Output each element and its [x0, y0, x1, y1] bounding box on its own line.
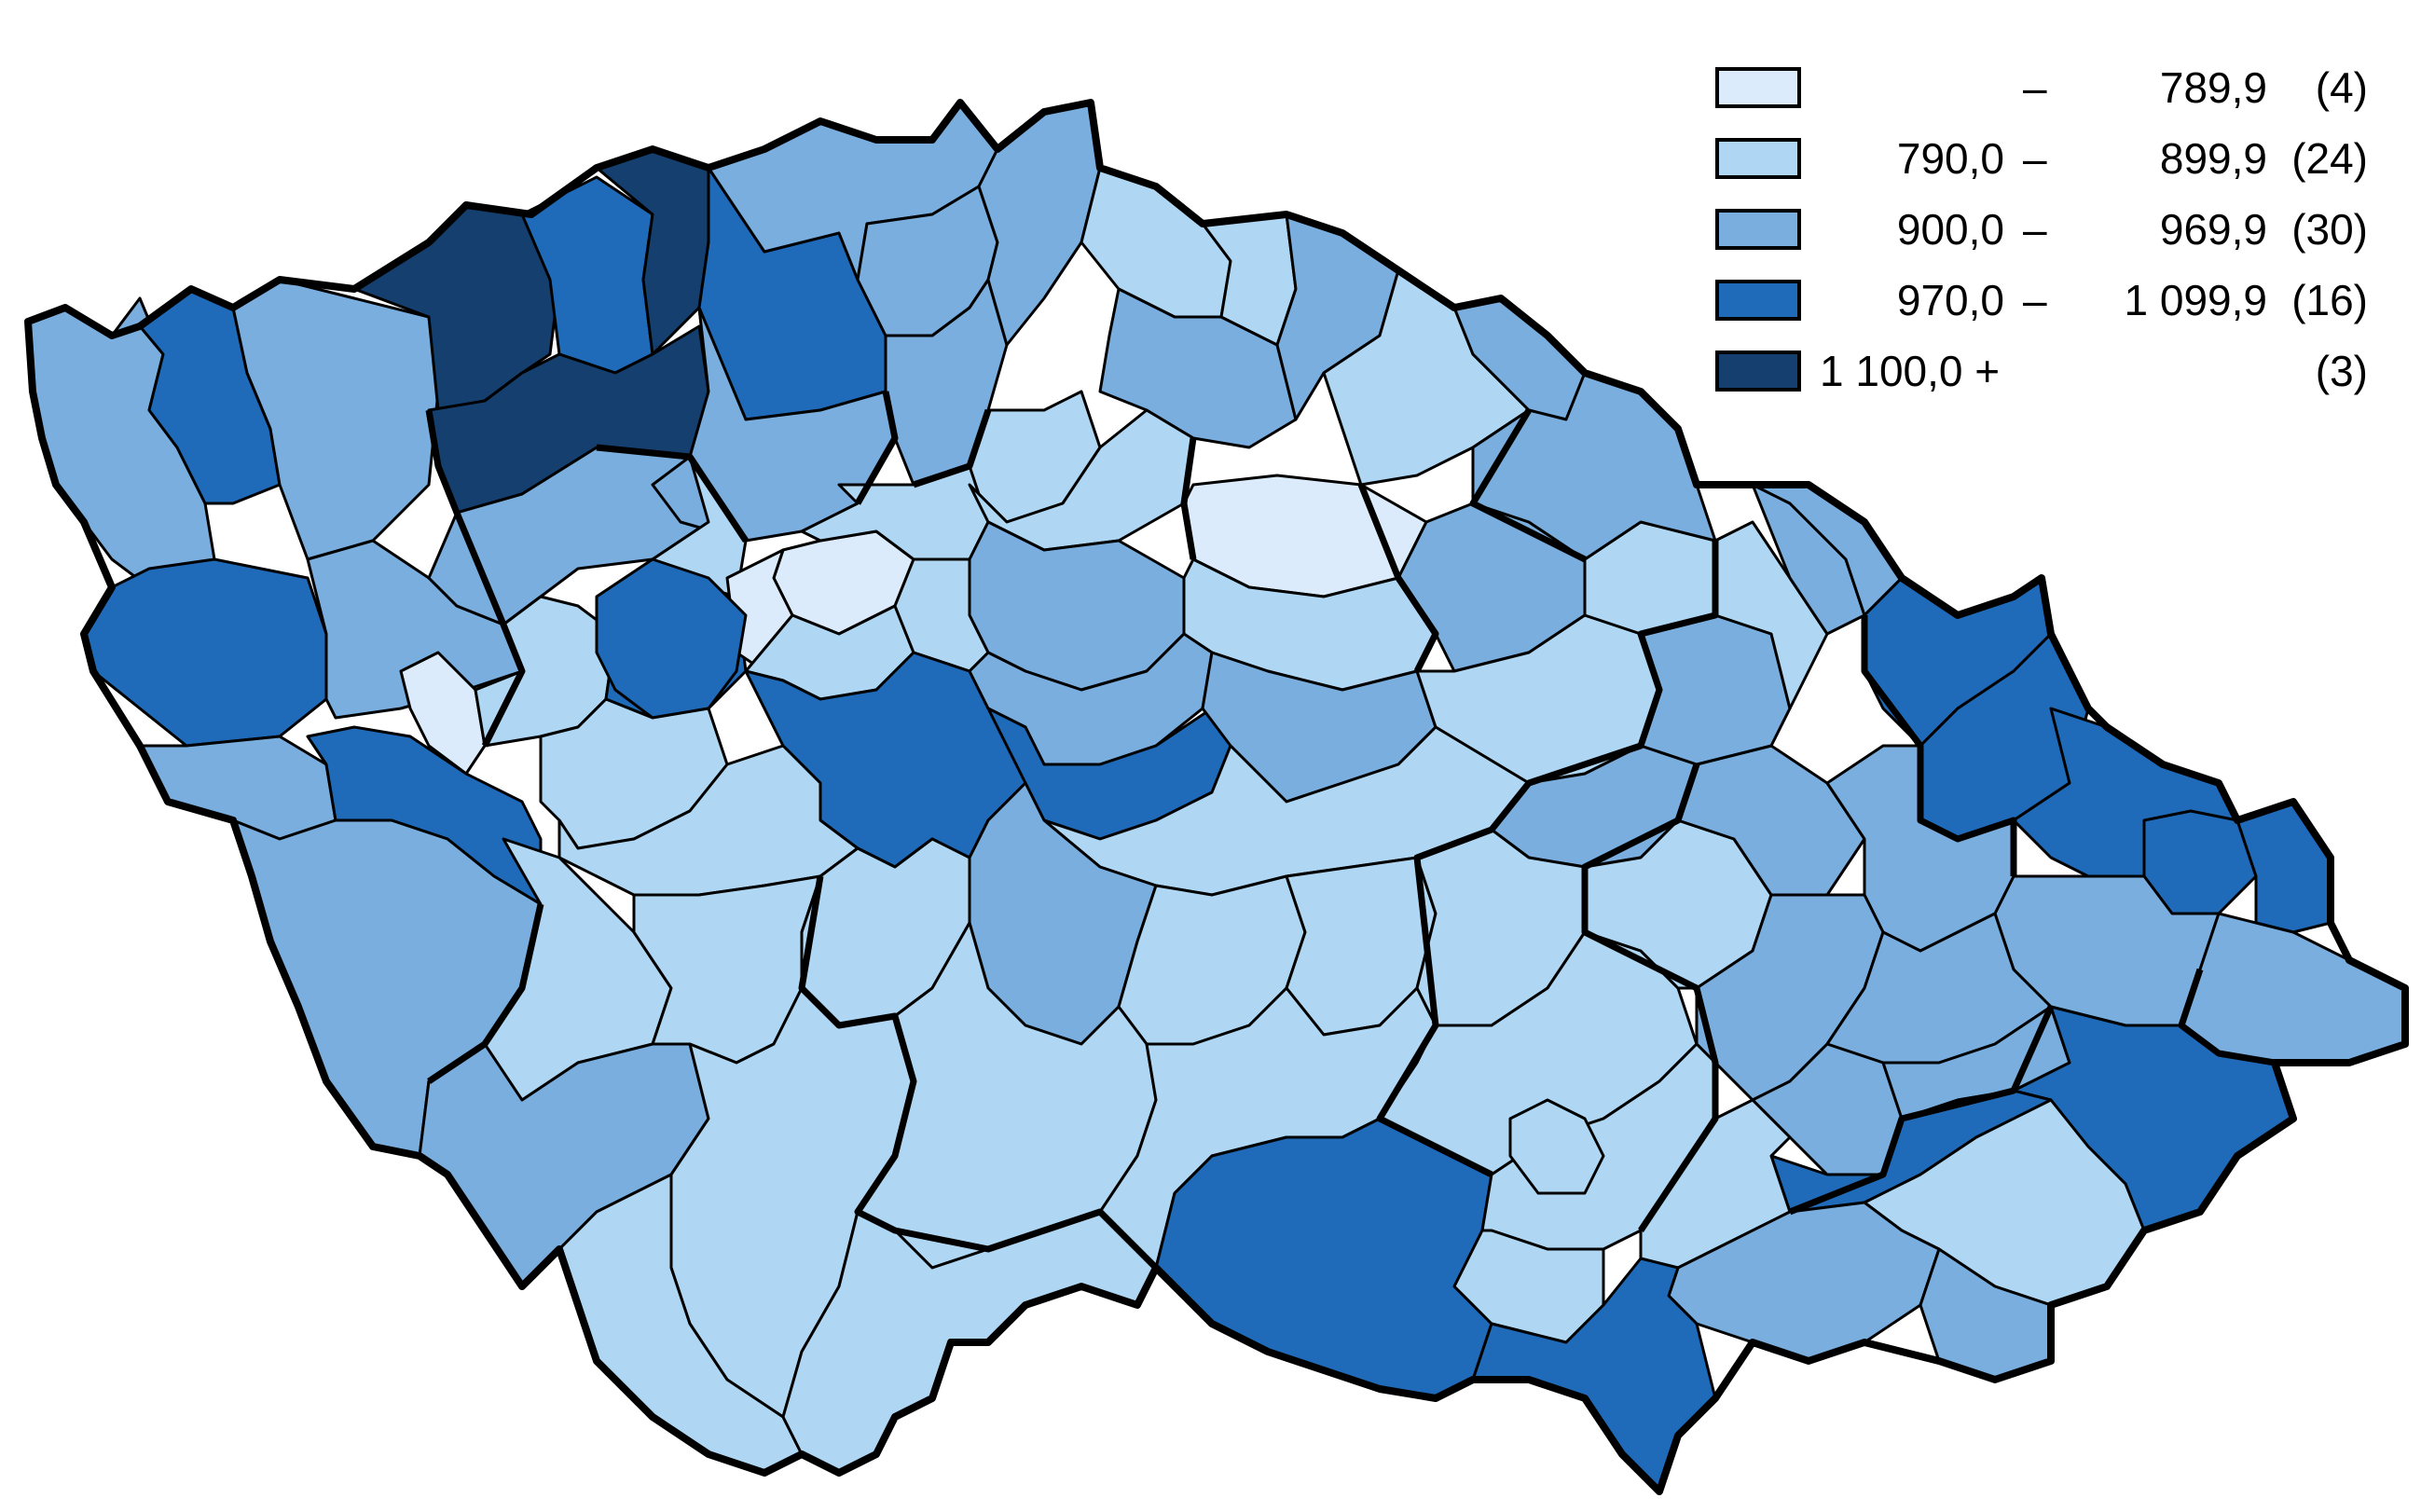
border-layer: [24, 99, 2409, 1495]
legend-count: (4): [2315, 63, 2368, 112]
legend-range-dash: –: [2023, 63, 2047, 112]
legend-range-dash: –: [2023, 276, 2047, 324]
legend-range-from: 1 100,0 +: [1820, 347, 2001, 395]
legend-swatch: [1715, 351, 1801, 392]
legend-swatch: [1715, 67, 1801, 108]
legend-count: (3): [2315, 347, 2368, 395]
legend-range-to: 789,9: [2159, 63, 2267, 112]
legend: –789,9 (4) 790,0–899,9 (24) 900,0–969,9 (30) 9…: [1715, 63, 2368, 418]
district: [231, 278, 440, 561]
district: [1713, 520, 1829, 710]
district: [557, 744, 860, 897]
legend-swatch: [1715, 280, 1801, 321]
legend-item: 970,0– 1 099,9 (16): [1715, 276, 2368, 347]
district: [1098, 287, 1298, 449]
legend-swatch: [1715, 138, 1801, 179]
legend-swatch: [1715, 209, 1801, 250]
district: [1639, 613, 1792, 766]
district: [1154, 1117, 1493, 1400]
district: [399, 651, 487, 776]
legend-item: 1 100,0 + (3): [1715, 347, 2368, 418]
legend-range-dash: –: [2023, 134, 2047, 183]
district: [427, 446, 710, 626]
district: [2180, 912, 2407, 1065]
legend-count: (30): [2291, 205, 2368, 254]
legend-range-from: 970,0: [1896, 276, 2004, 324]
district: [1508, 1098, 1605, 1195]
legend-range-to: 969,9: [2159, 205, 2267, 254]
legend-range-to: 899,9: [2159, 134, 2267, 183]
legend-range-dash: –: [2023, 205, 2047, 254]
legend-item: 900,0– 969,9 (30): [1715, 205, 2368, 276]
legend-item: – 789,9 (4): [1715, 63, 2368, 134]
legend-range-from: 790,0: [1896, 134, 2004, 183]
legend-range-from: 900,0: [1896, 205, 2004, 254]
district: [306, 539, 524, 720]
district: [856, 185, 999, 337]
district: [977, 101, 1102, 347]
legend-count: (24): [2291, 134, 2368, 183]
region-borders: [425, 391, 2276, 1271]
legend-item: 790,0– 899,9 (24): [1715, 134, 2368, 205]
country-border: [24, 99, 2409, 1495]
district: [595, 557, 748, 720]
legend-count: (16): [2291, 276, 2368, 324]
legend-range-to: 1 099,9: [2124, 276, 2267, 324]
